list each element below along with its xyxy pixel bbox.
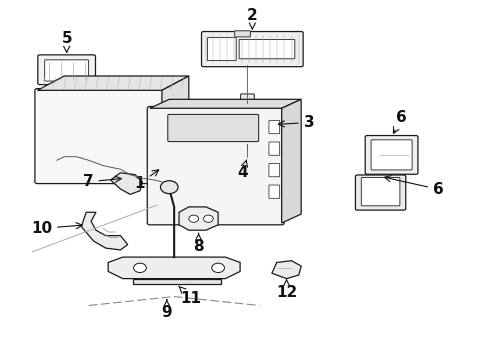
Polygon shape [111, 173, 143, 194]
Polygon shape [179, 207, 218, 230]
FancyBboxPatch shape [269, 142, 280, 155]
Text: 8: 8 [193, 233, 204, 254]
FancyBboxPatch shape [38, 55, 96, 85]
Polygon shape [37, 76, 189, 90]
FancyBboxPatch shape [35, 89, 164, 184]
Text: 5: 5 [61, 31, 72, 52]
Polygon shape [133, 279, 220, 284]
Polygon shape [234, 103, 261, 114]
Polygon shape [282, 99, 301, 223]
Text: 11: 11 [179, 286, 202, 306]
FancyBboxPatch shape [221, 143, 273, 158]
Text: 7: 7 [83, 174, 122, 189]
Polygon shape [162, 76, 189, 182]
FancyBboxPatch shape [201, 32, 303, 67]
Text: 1: 1 [135, 170, 159, 191]
FancyBboxPatch shape [241, 94, 254, 104]
FancyBboxPatch shape [361, 177, 400, 206]
Polygon shape [150, 99, 301, 108]
Text: 2: 2 [247, 8, 258, 29]
FancyBboxPatch shape [239, 40, 295, 59]
FancyBboxPatch shape [235, 31, 250, 37]
FancyBboxPatch shape [269, 185, 280, 198]
Polygon shape [272, 261, 301, 279]
FancyBboxPatch shape [371, 140, 412, 170]
Polygon shape [227, 112, 268, 125]
Circle shape [160, 181, 178, 194]
Circle shape [203, 215, 213, 222]
FancyBboxPatch shape [168, 114, 259, 141]
FancyBboxPatch shape [355, 175, 406, 210]
FancyBboxPatch shape [269, 121, 280, 134]
Polygon shape [220, 123, 274, 137]
Polygon shape [81, 212, 128, 250]
Text: 4: 4 [237, 160, 248, 180]
Circle shape [212, 263, 224, 273]
Text: 6: 6 [393, 110, 407, 134]
Text: 10: 10 [31, 221, 82, 236]
Text: 3: 3 [278, 115, 314, 130]
FancyBboxPatch shape [269, 163, 280, 177]
Text: 9: 9 [162, 300, 172, 320]
Circle shape [189, 215, 198, 222]
FancyBboxPatch shape [207, 38, 236, 60]
FancyBboxPatch shape [365, 135, 418, 174]
Text: 12: 12 [276, 280, 297, 301]
FancyBboxPatch shape [45, 60, 89, 81]
Text: 6: 6 [385, 176, 444, 197]
FancyBboxPatch shape [147, 107, 284, 225]
Circle shape [134, 263, 147, 273]
Polygon shape [211, 135, 284, 148]
Polygon shape [108, 257, 240, 279]
